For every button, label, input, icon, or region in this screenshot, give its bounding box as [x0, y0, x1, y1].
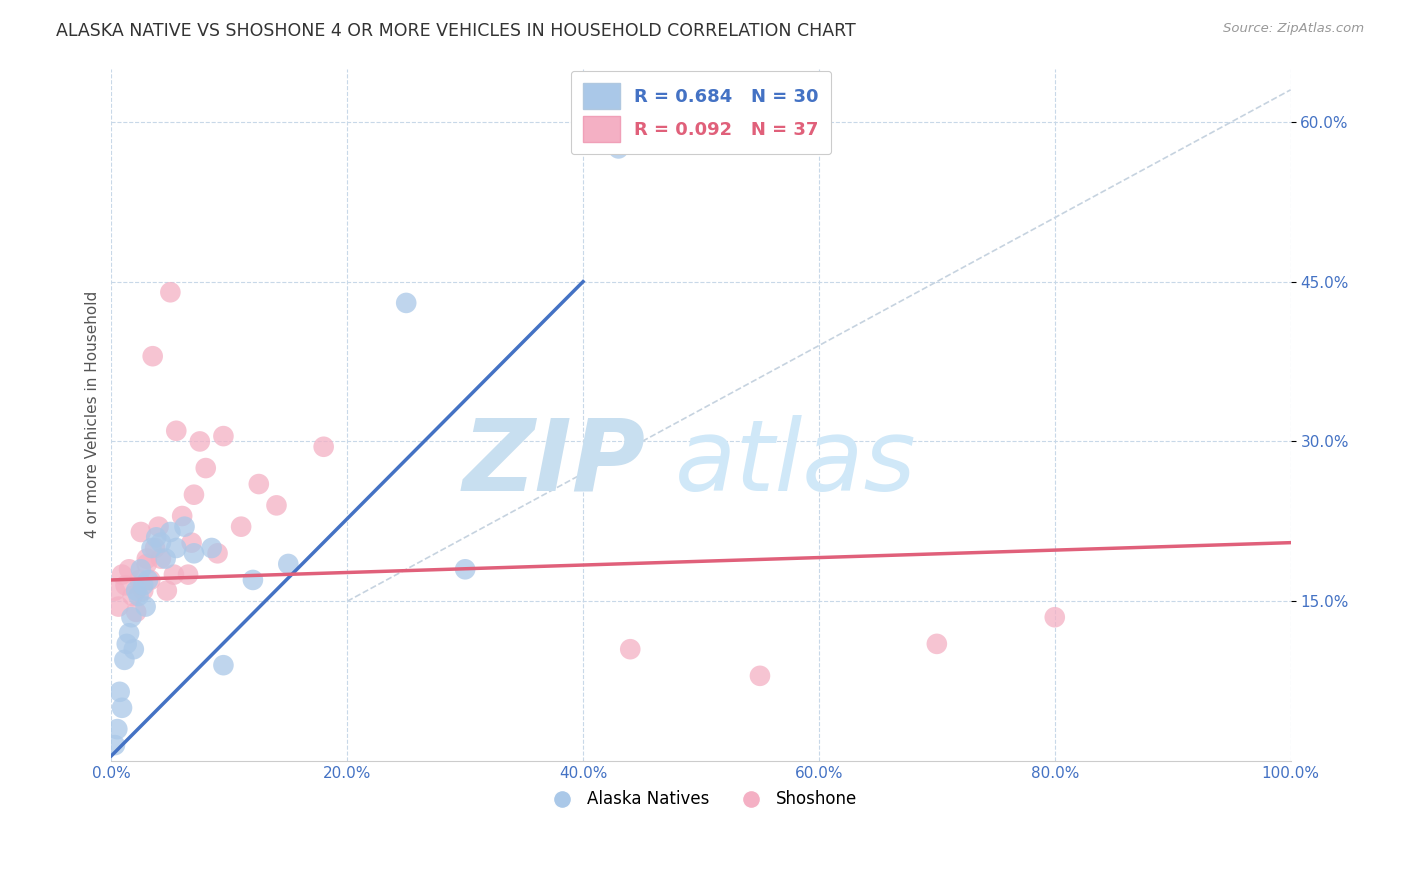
Point — [247, 477, 270, 491]
Point — [135, 551, 157, 566]
Point — [277, 557, 299, 571]
Point — [108, 685, 131, 699]
Point — [183, 488, 205, 502]
Point — [142, 349, 165, 363]
Text: Source: ZipAtlas.com: Source: ZipAtlas.com — [1223, 22, 1364, 36]
Point — [125, 583, 148, 598]
Point — [112, 653, 135, 667]
Point — [128, 589, 150, 603]
Point — [129, 524, 152, 539]
Point — [139, 573, 162, 587]
Point — [148, 519, 170, 533]
Point — [156, 583, 179, 598]
Point — [122, 642, 145, 657]
Point — [125, 605, 148, 619]
Point — [229, 519, 252, 533]
Point — [155, 551, 177, 566]
Point — [172, 508, 194, 523]
Point — [312, 440, 335, 454]
Point — [136, 573, 159, 587]
Point — [129, 562, 152, 576]
Point — [619, 642, 641, 657]
Point — [173, 519, 195, 533]
Point — [135, 557, 157, 571]
Point — [135, 599, 157, 614]
Point — [132, 578, 155, 592]
Point — [212, 429, 235, 443]
Point — [749, 669, 772, 683]
Point — [454, 562, 477, 576]
Point — [104, 738, 127, 752]
Point — [183, 546, 205, 560]
Point — [266, 499, 288, 513]
Point — [143, 541, 166, 555]
Point — [188, 434, 211, 449]
Point — [111, 567, 134, 582]
Point — [925, 637, 948, 651]
Point — [165, 541, 187, 555]
Point — [111, 701, 134, 715]
Point — [107, 599, 129, 614]
Text: ALASKA NATIVE VS SHOSHONE 4 OR MORE VEHICLES IN HOUSEHOLD CORRELATION CHART: ALASKA NATIVE VS SHOSHONE 4 OR MORE VEHI… — [56, 22, 856, 40]
Point — [118, 562, 141, 576]
Point — [118, 626, 141, 640]
Point — [201, 541, 224, 555]
Point — [165, 424, 187, 438]
Text: ZIP: ZIP — [463, 415, 645, 512]
Point — [149, 535, 172, 549]
Point — [242, 573, 264, 587]
Point — [607, 141, 630, 155]
Point — [105, 722, 128, 736]
Point — [212, 658, 235, 673]
Point — [132, 583, 155, 598]
Point — [1043, 610, 1066, 624]
Point — [207, 546, 229, 560]
Point — [114, 578, 136, 592]
Point — [145, 530, 167, 544]
Point — [128, 573, 150, 587]
Point — [194, 461, 217, 475]
Y-axis label: 4 or more Vehicles in Household: 4 or more Vehicles in Household — [86, 291, 100, 539]
Point — [180, 535, 202, 549]
Point — [159, 524, 181, 539]
Point — [104, 583, 127, 598]
Point — [120, 610, 142, 624]
Point — [115, 637, 138, 651]
Legend: Alaska Natives, Shoshone: Alaska Natives, Shoshone — [538, 784, 863, 815]
Point — [177, 567, 200, 582]
Point — [159, 285, 181, 300]
Point — [141, 541, 163, 555]
Point — [121, 589, 143, 603]
Text: atlas: atlas — [675, 415, 917, 512]
Point — [395, 296, 418, 310]
Point — [149, 551, 172, 566]
Point — [163, 567, 186, 582]
